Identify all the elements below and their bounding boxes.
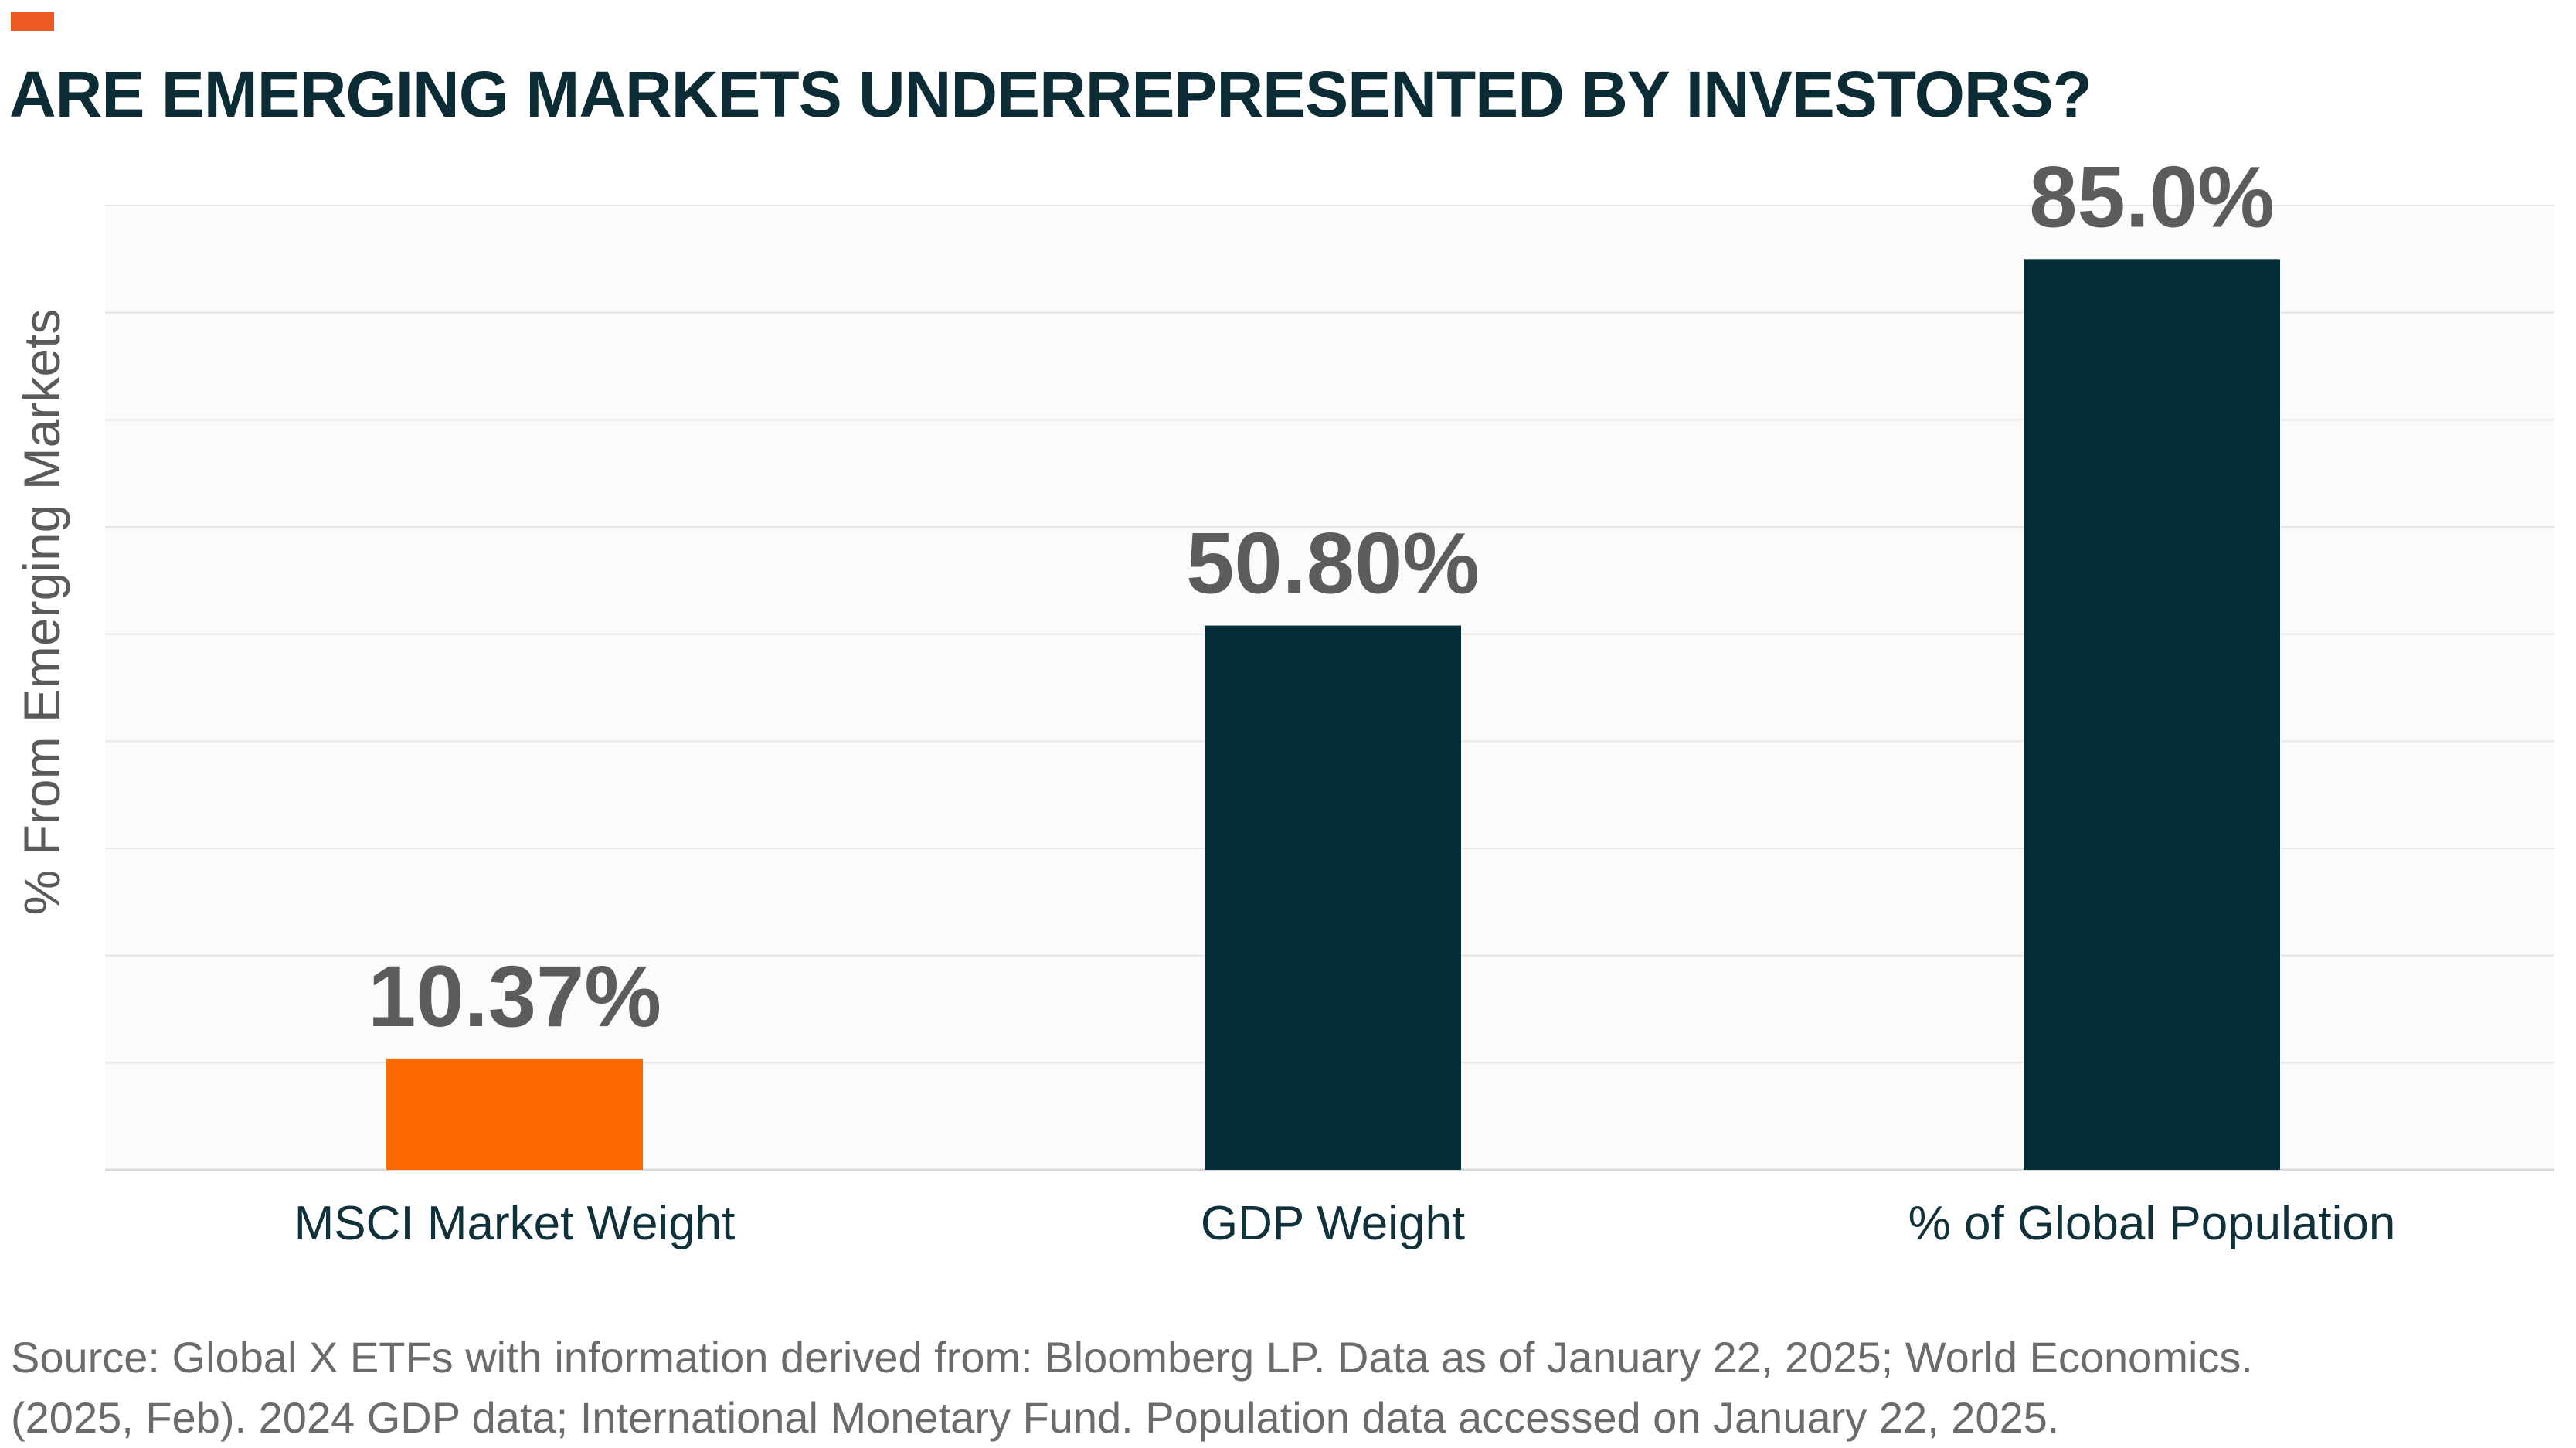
bars (386, 259, 2280, 1170)
x-tick-label-1: GDP Weight (1201, 1197, 1465, 1250)
bar-2 (2024, 259, 2280, 1170)
source-line-2: (2025, Feb). 2024 GDP data; Internationa… (11, 1393, 2060, 1442)
bar-1 (1205, 625, 1461, 1170)
chart-title: ARE EMERGING MARKETS UNDERREPRESENTED BY… (9, 58, 2092, 131)
data-label-2: 85.0% (2029, 148, 2275, 245)
source-line-1: Source: Global X ETFs with information d… (11, 1333, 2253, 1382)
x-tick-label-0: MSCI Market Weight (294, 1197, 736, 1250)
x-tick-label-2: % of Global Population (1908, 1197, 2396, 1250)
data-label-1: 50.80% (1186, 515, 1480, 612)
y-axis-label: % From Emerging Markets (13, 308, 70, 916)
accent-bar (11, 12, 54, 31)
category-labels: MSCI Market Weight GDP Weight % of Global … (294, 1197, 2396, 1250)
data-label-0: 10.37% (368, 948, 661, 1045)
bar-0 (386, 1059, 643, 1170)
source-note: Source: Global X ETFs with information d… (11, 1327, 2406, 1448)
value-labels: 10.37% 50.80% 85.0% (368, 148, 2275, 1045)
